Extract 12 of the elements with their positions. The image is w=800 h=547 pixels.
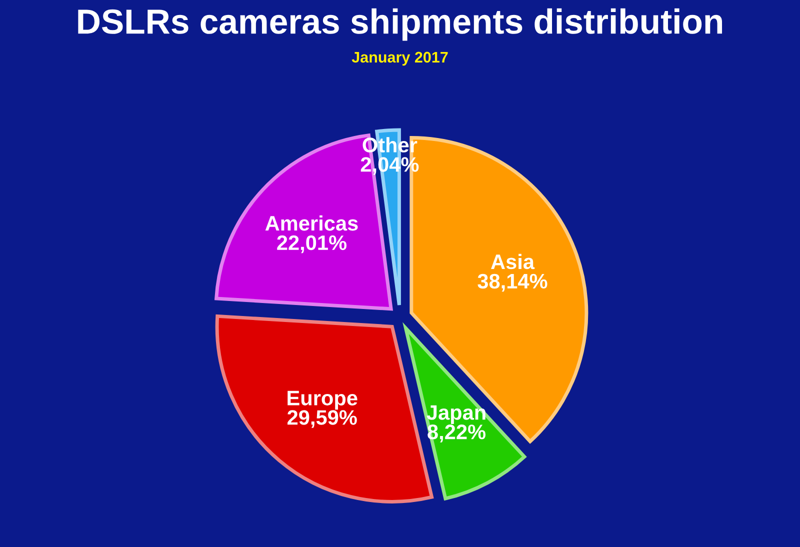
- data-label: 2,04%: [360, 157, 419, 175]
- slice-label: Americas: [265, 215, 358, 231]
- slice-label: Japan: [426, 405, 486, 424]
- data-label: 22,01%: [277, 235, 347, 254]
- slice-label: Other: [362, 137, 418, 152]
- chart-subtitle: January 2017: [352, 52, 448, 66]
- data-label: 29,59%: [288, 410, 357, 428]
- slice-label: Europe: [288, 390, 358, 410]
- slice-label: Asia: [491, 254, 535, 270]
- data-label: 38,14%: [478, 274, 548, 292]
- data-label: 8,22%: [428, 424, 486, 442]
- chart-title: DSLRs cameras shipments distribution: [78, 8, 722, 41]
